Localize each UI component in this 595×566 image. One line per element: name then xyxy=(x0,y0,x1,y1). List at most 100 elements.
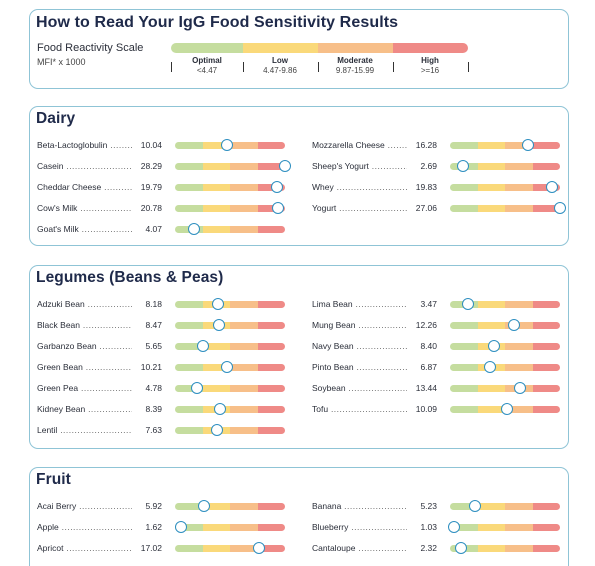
food-value: 10.09 xyxy=(407,404,437,414)
range-name: Moderate xyxy=(337,56,373,65)
food-row: Casein28.29 xyxy=(37,157,291,177)
meter-segment xyxy=(533,385,560,392)
meter-segment xyxy=(230,142,258,149)
meter-marker xyxy=(455,542,467,554)
meter-segment xyxy=(505,503,533,510)
low-band xyxy=(243,43,318,53)
food-row: Adzuki Bean8.18 xyxy=(37,295,287,315)
section-legumes: Legumes (Beans & Peas) Adzuki Bean8.18 Li… xyxy=(29,265,569,449)
meter-marker xyxy=(174,521,187,533)
meter-segment xyxy=(230,184,258,191)
meter-marker xyxy=(211,298,224,310)
reactivity-meter xyxy=(450,160,560,172)
meter-segment xyxy=(230,427,258,434)
meter-segment xyxy=(505,545,533,552)
food-row: Mung Bean12.26 xyxy=(312,316,562,336)
meter-marker xyxy=(196,340,209,352)
meter-segment xyxy=(203,226,230,233)
food-row: Yogurt27.06 xyxy=(312,199,566,219)
food-name: Tofu xyxy=(312,404,407,414)
range-value: 4.47-9.86 xyxy=(263,66,297,75)
meter-segment xyxy=(175,427,203,434)
meter-segment xyxy=(450,524,478,531)
food-row: Green Pea4.78 xyxy=(37,379,287,399)
range-moderate: Moderate 9.87-15.99 xyxy=(319,56,391,75)
food-row: Soybean13.44 xyxy=(312,379,562,399)
reactivity-meter xyxy=(175,403,285,415)
food-value: 1.62 xyxy=(132,522,162,532)
meter-marker xyxy=(469,500,482,512)
food-row: Lentil7.63 xyxy=(37,421,287,441)
meter-segment xyxy=(258,322,285,329)
meter-segment xyxy=(175,322,203,329)
legend-title: How to Read Your IgG Food Sensitivity Re… xyxy=(36,14,399,31)
food-row: Cow's Milk20.78 xyxy=(37,199,287,219)
reactivity-meter xyxy=(175,160,291,172)
section-title: Dairy xyxy=(36,110,76,127)
meter-segment xyxy=(533,524,560,531)
food-row: Kidney Bean8.39 xyxy=(37,400,287,420)
meter-marker xyxy=(501,403,514,415)
food-value: 5.65 xyxy=(132,341,162,351)
meter-segment xyxy=(533,322,560,329)
meter-segment xyxy=(450,205,478,212)
meter-segment xyxy=(258,524,285,531)
meter-segment xyxy=(505,524,533,531)
meter-marker xyxy=(252,542,265,554)
meter-segment xyxy=(450,343,478,350)
range-low: Low 4.47-9.86 xyxy=(244,56,316,75)
reactivity-meter xyxy=(450,340,560,352)
range-divider xyxy=(318,62,319,72)
meter-segment xyxy=(533,343,560,350)
meter-segment xyxy=(533,364,560,371)
food-row: Whey19.83 xyxy=(312,178,562,198)
food-name: Soybean xyxy=(312,383,407,393)
food-value: 6.87 xyxy=(407,362,437,372)
meter-segment xyxy=(203,343,230,350)
meter-marker xyxy=(554,202,566,214)
meter-segment xyxy=(533,545,560,552)
food-name: Navy Bean xyxy=(312,341,407,351)
results-legend-card: How to Read Your IgG Food Sensitivity Re… xyxy=(29,9,569,89)
meter-segment xyxy=(258,142,285,149)
meter-marker xyxy=(507,319,520,331)
food-value: 19.83 xyxy=(407,182,437,192)
food-value: 8.40 xyxy=(407,341,437,351)
meter-segment xyxy=(175,184,203,191)
range-divider xyxy=(468,62,469,72)
food-name: Apple xyxy=(37,522,132,532)
food-value: 7.63 xyxy=(132,425,162,435)
reactivity-meter xyxy=(450,139,560,151)
food-value: 2.69 xyxy=(407,161,437,171)
food-row: Sheep's Yogurt2.69 xyxy=(312,157,562,177)
reactivity-meter xyxy=(175,382,285,394)
meter-marker xyxy=(214,403,227,415)
meter-marker xyxy=(279,160,291,172)
food-name: Whey xyxy=(312,182,407,192)
meter-segment xyxy=(505,205,533,212)
food-row: Cheddar Cheese19.79 xyxy=(37,178,287,198)
meter-marker xyxy=(461,298,474,310)
meter-segment xyxy=(258,406,285,413)
meter-segment xyxy=(230,406,258,413)
reactivity-meter xyxy=(450,500,560,512)
meter-segment xyxy=(450,364,478,371)
meter-segment xyxy=(258,364,285,371)
meter-segment xyxy=(175,301,203,308)
meter-segment xyxy=(258,427,285,434)
range-value: <4.47 xyxy=(196,66,218,75)
meter-segment xyxy=(258,163,285,170)
meter-segment xyxy=(478,163,505,170)
reactivity-meter xyxy=(450,361,560,373)
food-name: Sheep's Yogurt xyxy=(312,161,407,171)
meter-segment xyxy=(203,205,230,212)
food-value: 8.39 xyxy=(132,404,162,414)
meter-segment xyxy=(478,184,505,191)
reactivity-meter xyxy=(175,202,285,214)
food-row: Apple1.62 xyxy=(37,518,287,538)
meter-segment xyxy=(175,205,203,212)
food-name: Goat's Milk xyxy=(37,224,132,234)
food-name: Black Bean xyxy=(37,320,132,330)
food-row: Blueberry1.03 xyxy=(312,518,562,538)
meter-segment xyxy=(258,545,285,552)
